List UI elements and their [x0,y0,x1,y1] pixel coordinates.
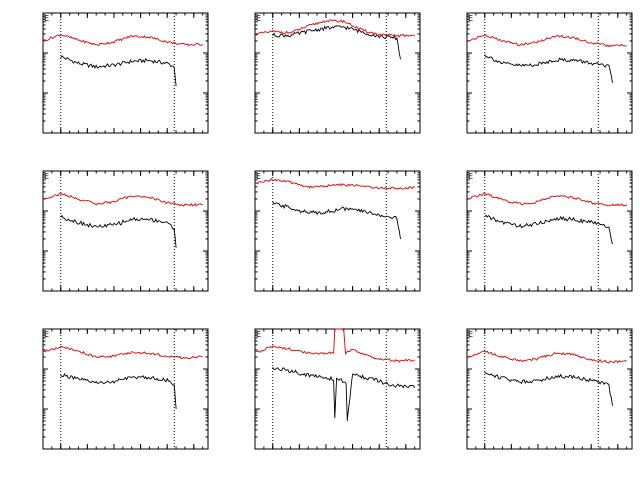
detector-panel-6f: E [466,170,633,292]
events-series-line [484,54,613,83]
detector-panel-9f: E [466,328,633,450]
lld-series-line [254,19,415,38]
plot-frame [466,170,633,292]
plot-frame [42,12,209,134]
corner-marker-label: E [256,330,261,339]
corner-marker-label: E [44,14,49,23]
events-series-line [484,371,613,406]
plot-frame [466,12,633,134]
events-series-line [272,201,401,240]
corner-marker-label: E [468,330,473,339]
lld-series-line [466,192,628,207]
detector-panel-8f: E [254,328,421,450]
detector-panel-3f: E [466,12,633,134]
plot-frame [254,170,421,292]
events-series-line [60,214,177,248]
lld-series-line [254,328,415,363]
lld-series-line [42,34,203,47]
events-series-line [60,373,177,410]
lld-series-line [42,345,203,360]
detector-panel-5f: E [254,170,421,292]
detector-panel-1f: E [42,12,209,134]
detector-panel-7f: E [42,328,209,450]
corner-marker-label: E [44,330,49,339]
lld-series-line [466,350,627,364]
plot-frame [42,170,209,292]
plot-frame [466,328,633,450]
events-series-line [484,214,613,245]
corner-marker-label: E [256,172,261,181]
corner-marker-label: E [256,14,261,23]
detector-panel-4f: E [42,170,209,292]
events-series-line [272,367,416,422]
plot-frame [42,328,209,450]
lld-series-line [254,177,415,190]
corner-marker-label: E [44,172,49,181]
plot-frame [254,12,421,134]
events-series-line [272,25,401,60]
corner-marker-label: E [468,14,473,23]
lld-series-line [42,192,203,207]
corner-marker-label: E [468,172,473,181]
lld-series-line [466,34,627,48]
events-series-line [60,55,177,87]
detector-panel-2f: E [254,12,421,134]
